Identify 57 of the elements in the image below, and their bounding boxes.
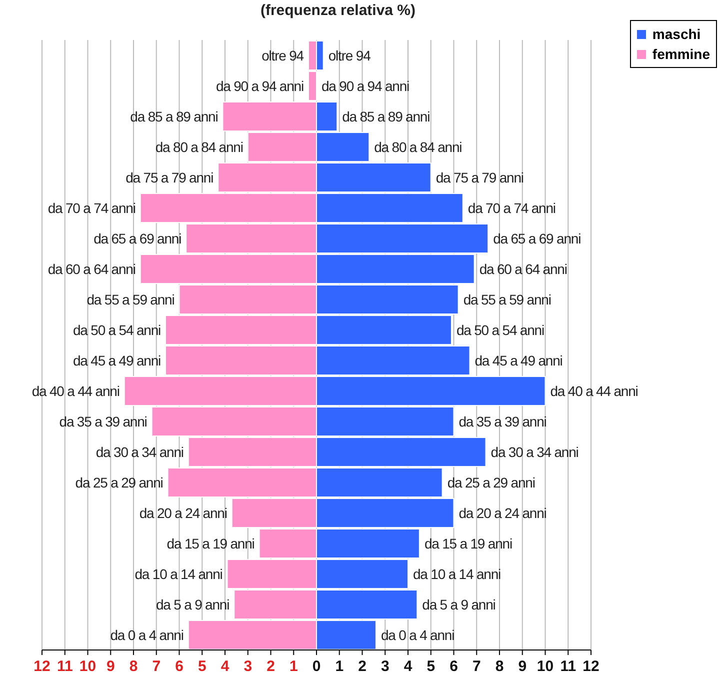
x-tick-label: 11 [56, 658, 73, 675]
x-tick-label: 10 [79, 658, 96, 675]
y-tick-label: da 5 a 9 anni [422, 596, 496, 612]
x-tick-label: 7 [152, 658, 161, 675]
x-tick-label: 9 [518, 658, 527, 675]
y-tick-label: da 20 a 24 anni [458, 505, 547, 521]
category-label: da 50 a 54 anni [72, 322, 161, 338]
x-tick-label: 1 [335, 658, 344, 675]
category-label: da 20 a 24 anni [139, 505, 227, 521]
x-tick-label: 5 [426, 658, 436, 675]
category-label: da 80 a 84 anni [155, 139, 243, 155]
x-tick-label: 11 [560, 658, 576, 675]
x-tick-label: 12 [34, 658, 50, 675]
category-label: da 45 a 49 anni [72, 352, 161, 368]
x-tick-label: 2 [358, 658, 366, 675]
category-label: da 35 a 39 anni [59, 414, 147, 430]
y-tick-label: da 35 a 39 anni [458, 414, 547, 430]
x-tick-label: 10 [536, 658, 554, 675]
x-tick-label: 1 [289, 658, 298, 675]
category-label: da 40 a 44 anni [32, 383, 120, 399]
y-tick-label: da 70 a 74 anni [468, 200, 556, 216]
x-tick-label: 6 [175, 658, 184, 675]
category-label: oltre 94 [262, 48, 304, 64]
legend-label: maschi [651, 25, 702, 44]
x-tick-label: 6 [450, 658, 458, 675]
x-tick-label: 3 [244, 658, 252, 675]
category-label: da 75 a 79 anni [126, 170, 214, 186]
category-label: da 5 a 9 anni [156, 596, 230, 612]
category-label: da 25 a 29 anni [75, 474, 163, 490]
x-tick-label: 7 [472, 658, 481, 675]
y-tick-label: da 0 a 4 anni [110, 627, 184, 643]
category-label: da 10 a 14 anni [134, 566, 222, 582]
x-tick-label: 2 [266, 658, 275, 675]
x-tick-label: 4 [220, 658, 230, 675]
category-label: da 15 a 19 anni [166, 536, 254, 552]
category-label: da 65 a 69 anni [493, 230, 581, 246]
x-tick-label: 9 [106, 658, 115, 675]
x-tick-label: 3 [380, 658, 390, 675]
y-tick-label: da 50 a 54 anni [456, 322, 544, 338]
category-label: da 30 a 34 anni [490, 444, 578, 460]
x-tick-label: 5 [198, 658, 206, 675]
category-label: da 60 a 64 anni [48, 261, 136, 277]
x-tick-label: 8 [129, 658, 138, 675]
x-tick-label: 0 [312, 658, 321, 675]
x-tick-label: 12 [582, 658, 600, 675]
category-label: da 90 a 94 anni [216, 78, 304, 94]
y-tick-label: da 30 a 34 anni [96, 444, 184, 460]
legend-label: femmine [651, 45, 710, 64]
category-label: da 70 a 74 anni [48, 200, 136, 216]
chart-title: (frequenza relativa %) [259, 2, 417, 19]
y-tick-label: da 65 a 69 anni [94, 230, 182, 246]
category-label: da 0 a 4 anni [380, 627, 454, 643]
y-tick-label: da 55 a 59 anni [463, 292, 552, 308]
x-tick-label: 8 [495, 658, 504, 675]
y-tick-label: da 45 a 49 anni [474, 352, 563, 368]
category-label: da 85 a 89 anni [130, 108, 218, 124]
x-tick-label: 4 [404, 658, 413, 675]
